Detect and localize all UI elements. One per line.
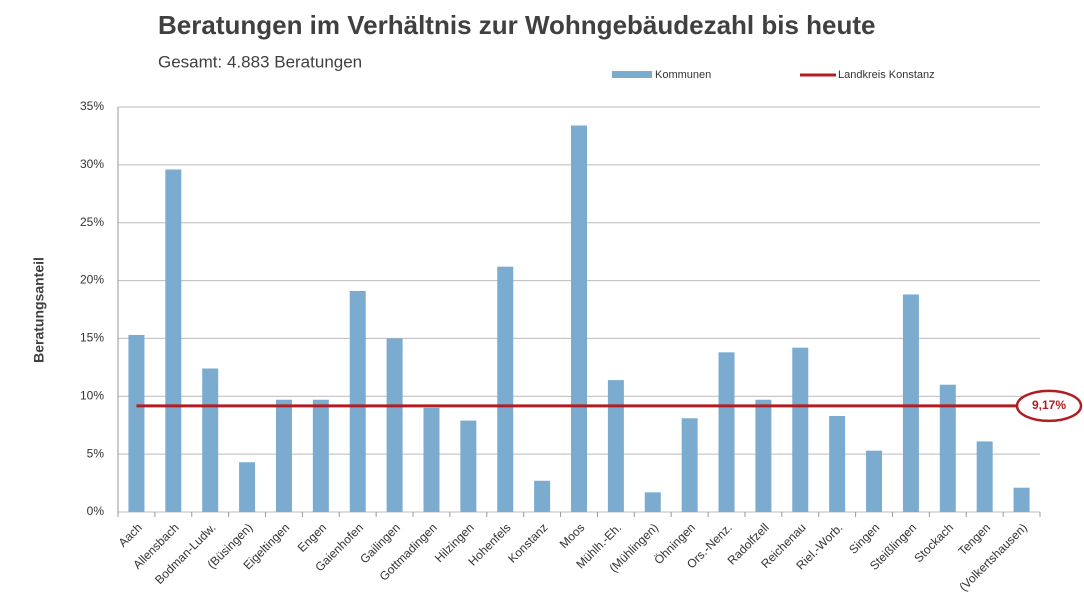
legend-swatch [612,71,652,78]
bar [829,415,846,512]
x-tick-label: Engen [295,520,329,554]
bar [1013,487,1030,512]
y-tick-label: 10% [80,388,104,402]
bar [939,384,956,512]
chart-subtitle: Gesamt: 4.883 Beratungen [158,52,362,71]
bar [202,368,219,512]
y-axis-label: Beratungsanteil [31,257,47,363]
bar [644,492,661,512]
bar [312,399,329,512]
x-tick-label: Moos [557,520,588,551]
bar [755,399,772,512]
bar [681,418,698,512]
y-tick-label: 35% [80,99,104,113]
legend-label: Landkreis Konstanz [838,69,935,81]
x-tick-label: Konstanz [505,520,550,565]
bar [571,125,587,512]
chart-title: Beratungen im Verhältnis zur Wohngebäude… [158,10,876,40]
bar [607,380,624,512]
x-tick-label: (Volkertshausen) [956,520,1030,594]
bar [165,169,182,512]
bar [866,450,883,512]
y-tick-label: 30% [80,157,104,171]
x-tick-label: Stockach [911,520,956,565]
bar [349,290,366,512]
bar [497,266,514,512]
y-tick-label: 25% [80,215,104,229]
bar [534,480,551,512]
bar [460,420,477,512]
bar [275,399,292,512]
bar [386,338,403,512]
bar [792,347,809,512]
reference-label: 9,17% [1032,398,1066,412]
bar [423,407,440,512]
bar [128,334,145,512]
legend-label: Kommunen [655,69,711,81]
bar [976,441,993,512]
y-tick-label: 0% [87,504,105,518]
x-tick-label: Aach [116,520,145,549]
y-tick-label: 20% [80,273,104,287]
y-tick-label: 15% [80,331,104,345]
y-tick-label: 5% [87,446,105,460]
bar [239,462,256,512]
x-tick-label: Singen [846,520,882,556]
bar [718,352,735,512]
bar [902,294,919,512]
annotation-circle [1015,389,1083,423]
